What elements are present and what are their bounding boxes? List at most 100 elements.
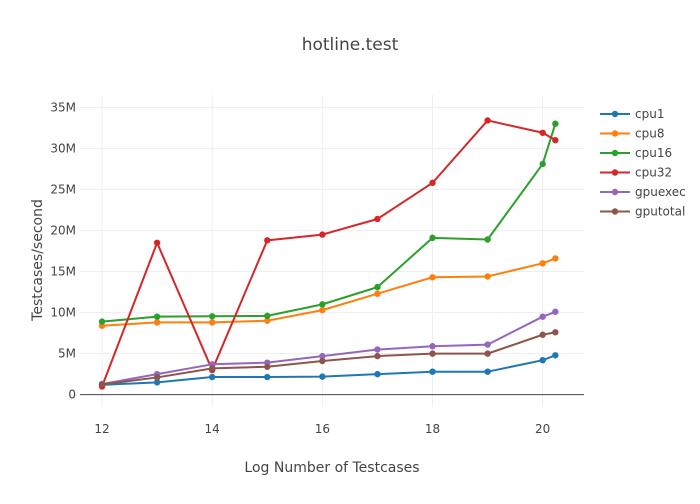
data-point-cpu16[interactable]: [98, 318, 106, 325]
legend[interactable]: cpu1 cpu8 cpu16 cpu32 gpuexec gputotal: [600, 107, 686, 219]
data-point-cpu8[interactable]: [208, 319, 216, 326]
data-point-cpu16[interactable]: [484, 236, 491, 243]
data-point-cpu8[interactable]: [539, 260, 546, 267]
legend-item-cpu8[interactable]: cpu8: [600, 127, 664, 141]
data-point-cpu32[interactable]: [374, 215, 381, 223]
data-point-gputotal[interactable]: [319, 357, 326, 365]
legend-swatch-marker: [611, 169, 619, 176]
data-point-gpuexec[interactable]: [552, 308, 559, 315]
data-point-cpu32[interactable]: [264, 237, 271, 244]
data-point-gputotal[interactable]: [153, 374, 161, 381]
data-point-cpu16[interactable]: [552, 120, 559, 127]
data-point-gputotal[interactable]: [429, 350, 436, 357]
x-tick-label: 14: [205, 422, 220, 436]
legend-swatch-marker: [611, 110, 619, 118]
data-point-cpu1[interactable]: [264, 373, 271, 381]
y-tick-label: 10M: [50, 306, 76, 320]
series-line-gpuexec: [101, 310, 556, 385]
data-point-cpu8[interactable]: [552, 255, 559, 262]
legend-label: gpuexec: [635, 185, 686, 199]
legend-item-cpu1[interactable]: cpu1: [600, 107, 664, 121]
x-tick-label: 12: [94, 422, 109, 436]
chart-title: hotline.test: [302, 35, 399, 55]
series-line-cpu1: [101, 354, 556, 386]
x-tick-label: 18: [425, 422, 440, 436]
data-point-cpu32[interactable]: [429, 179, 436, 187]
data-point-cpu8[interactable]: [429, 274, 436, 281]
legend-swatch-marker: [611, 188, 619, 196]
data-point-cpu16[interactable]: [264, 312, 271, 320]
x-tick-label: 16: [315, 422, 330, 436]
data-point-gputotal[interactable]: [539, 331, 546, 338]
data-point-cpu32[interactable]: [484, 117, 491, 124]
series-line-cpu16: [101, 123, 557, 323]
series-cpu16: [98, 120, 559, 325]
data-point-gputotal[interactable]: [264, 363, 271, 370]
y-tick-label: 5M: [58, 347, 76, 361]
legend-item-gputotal[interactable]: gputotal: [600, 205, 685, 219]
data-point-cpu8[interactable]: [374, 290, 381, 297]
data-point-gpuexec[interactable]: [484, 341, 491, 348]
data-point-cpu32[interactable]: [319, 231, 326, 238]
data-point-gpuexec[interactable]: [374, 346, 381, 353]
legend-item-cpu32[interactable]: cpu32: [600, 166, 672, 180]
y-tick-label: 20M: [50, 223, 76, 237]
legend-item-cpu16[interactable]: cpu16: [600, 146, 672, 160]
data-point-cpu16[interactable]: [374, 283, 381, 291]
data-point-gpuexec[interactable]: [429, 343, 436, 350]
legend-item-gpuexec[interactable]: gpuexec: [600, 185, 686, 199]
data-point-cpu32[interactable]: [539, 129, 546, 136]
y-tick-label: 35M: [50, 100, 76, 114]
series-gpuexec: [98, 308, 559, 388]
data-point-cpu1[interactable]: [552, 352, 559, 359]
series-lines: [98, 117, 559, 390]
x-tick-label: 20: [535, 422, 550, 436]
data-point-gputotal[interactable]: [208, 365, 216, 372]
data-point-cpu16[interactable]: [539, 160, 546, 168]
data-point-cpu1[interactable]: [319, 373, 326, 380]
data-point-gputotal[interactable]: [552, 329, 559, 336]
y-axis-title: Testcases/second: [30, 199, 46, 322]
legend-label: cpu1: [635, 107, 664, 121]
data-point-cpu32[interactable]: [153, 239, 161, 246]
data-point-gputotal[interactable]: [374, 352, 381, 360]
data-point-cpu1[interactable]: [539, 357, 546, 364]
data-point-gpuexec[interactable]: [319, 352, 326, 360]
y-tick-label: 30M: [50, 141, 76, 155]
data-point-cpu32[interactable]: [552, 136, 559, 144]
data-point-cpu1[interactable]: [153, 379, 161, 386]
data-point-cpu1[interactable]: [374, 370, 381, 378]
x-axis-title: Log Number of Testcases: [244, 460, 419, 476]
legend-label: cpu8: [635, 127, 664, 141]
y-tick-label: 0: [68, 388, 76, 402]
legend-swatch-marker: [611, 208, 619, 215]
y-tick-label: 15M: [50, 265, 76, 279]
data-point-cpu16[interactable]: [429, 234, 436, 242]
data-point-cpu1[interactable]: [429, 368, 436, 375]
data-point-gpuexec[interactable]: [539, 313, 546, 320]
tick-labels: 0 5M 10M 15M 20M 25M 30M 35M 12 14 16 18 20: [50, 100, 550, 436]
data-point-cpu1[interactable]: [484, 368, 491, 375]
data-point-cpu16[interactable]: [153, 313, 161, 320]
legend-swatch-marker: [611, 130, 619, 137]
data-point-cpu8[interactable]: [153, 319, 161, 326]
data-point-cpu16[interactable]: [208, 313, 216, 320]
legend-label: cpu16: [635, 146, 672, 160]
series-line-gputotal: [101, 331, 556, 386]
series-line-cpu8: [101, 257, 556, 327]
series-cpu8: [98, 255, 559, 329]
data-point-gputotal[interactable]: [98, 381, 106, 388]
data-point-gputotal[interactable]: [484, 350, 491, 357]
data-point-cpu8[interactable]: [319, 306, 326, 314]
data-point-cpu8[interactable]: [264, 317, 271, 324]
data-point-cpu8[interactable]: [484, 273, 491, 280]
data-point-cpu16[interactable]: [319, 301, 326, 308]
series-gputotal: [98, 329, 559, 388]
series-line-cpu32: [101, 119, 556, 387]
legend-label: gputotal: [635, 205, 685, 219]
legend-swatch-marker: [611, 149, 619, 157]
data-point-cpu1[interactable]: [208, 373, 216, 381]
